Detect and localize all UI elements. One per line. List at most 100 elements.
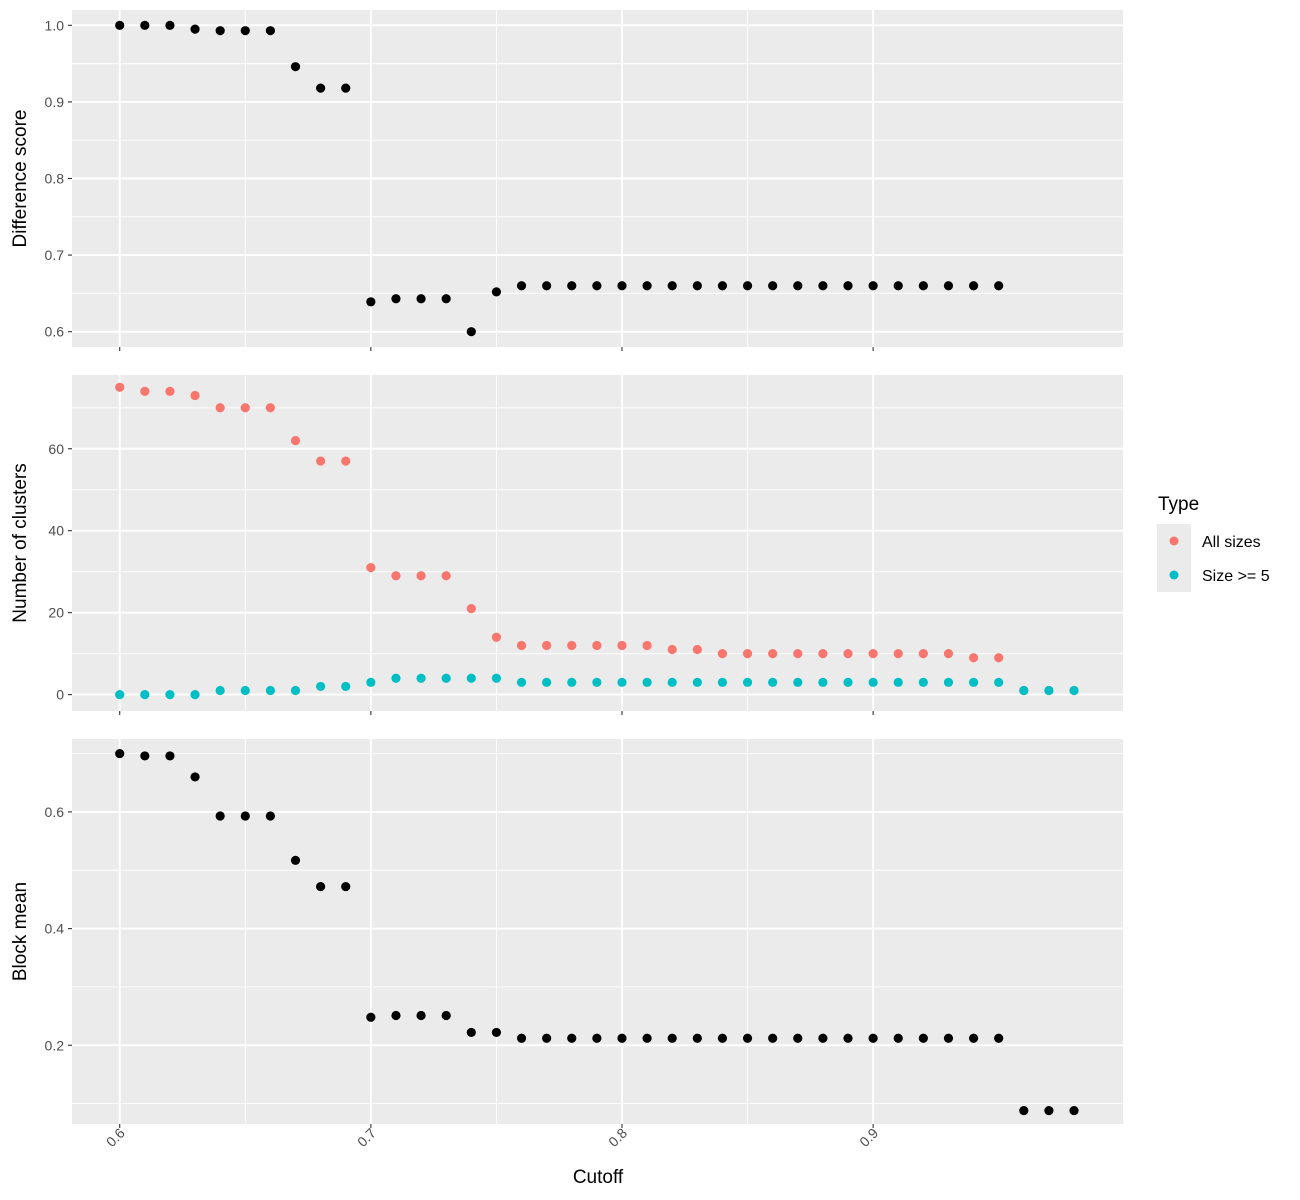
data-point <box>391 673 401 683</box>
data-point <box>240 26 250 36</box>
data-point <box>516 677 527 687</box>
data-point <box>868 1033 878 1043</box>
data-point <box>843 281 853 291</box>
y-tick-label: 40 <box>48 523 64 539</box>
data-point <box>316 456 326 466</box>
data-point <box>165 751 175 761</box>
data-point <box>868 649 878 659</box>
data-point <box>818 281 828 291</box>
y-axis-title: Difference score <box>10 110 31 248</box>
data-point <box>742 649 753 659</box>
data-point <box>918 1033 928 1043</box>
data-point <box>140 386 150 396</box>
data-point <box>567 281 577 291</box>
data-point <box>918 649 928 659</box>
data-point <box>165 386 175 396</box>
data-point <box>793 281 803 291</box>
data-point <box>1044 685 1054 696</box>
data-point <box>994 281 1004 291</box>
data-point <box>115 748 125 759</box>
data-point <box>1019 1105 1029 1116</box>
data-point <box>491 287 502 297</box>
legend-dot-size-5 <box>1169 570 1179 580</box>
data-point <box>943 677 954 687</box>
data-point <box>215 811 225 821</box>
data-point <box>1069 685 1079 696</box>
data-point <box>115 382 125 392</box>
panel-3: 0.2 0.4 0.6 Block mean <box>10 739 1123 1128</box>
data-point <box>416 1010 426 1021</box>
data-point <box>466 603 476 614</box>
data-point <box>968 653 979 663</box>
data-point <box>768 1033 778 1043</box>
data-point <box>742 677 753 687</box>
data-point <box>592 640 602 651</box>
data-point <box>190 690 200 700</box>
panels-layer: 0.6 0.7 0.8 0.9 1.0 Difference score 0 20 40 60 Nu… <box>10 10 1123 1150</box>
legend-title: Type <box>1158 494 1199 515</box>
data-point <box>742 281 753 291</box>
data-point <box>893 281 903 291</box>
y-tick-label: 0 <box>56 687 64 703</box>
data-point <box>742 1033 753 1043</box>
x-tick-label: 0.7 <box>354 1125 379 1150</box>
data-point <box>391 294 401 304</box>
y-axis-title: Block mean <box>10 882 31 981</box>
data-point <box>466 1027 476 1038</box>
data-point <box>717 281 728 291</box>
data-point <box>893 677 903 687</box>
series-values <box>115 748 1079 1116</box>
data-point <box>642 281 652 291</box>
data-point <box>341 681 351 692</box>
data-point <box>667 677 677 687</box>
data-point <box>466 673 476 683</box>
data-point <box>994 677 1004 687</box>
data-point <box>868 677 878 687</box>
x-tick-label: 0.6 <box>103 1125 128 1150</box>
data-point <box>416 673 426 683</box>
series-all-sizes <box>115 382 1079 696</box>
data-point <box>366 297 376 307</box>
data-point <box>542 677 552 687</box>
data-point <box>642 640 652 651</box>
y-tick-label: 0.7 <box>45 247 65 263</box>
data-point <box>265 685 275 696</box>
y-tick-label: 0.9 <box>45 94 65 110</box>
data-point <box>542 281 552 291</box>
data-point <box>140 690 150 700</box>
data-point <box>617 1033 627 1043</box>
x-tick-label: 0.9 <box>856 1125 881 1150</box>
data-point <box>290 62 301 72</box>
series-values <box>115 20 1004 337</box>
data-point <box>567 640 577 651</box>
data-point <box>692 677 702 687</box>
y-tick-label: 60 <box>48 441 64 457</box>
data-point <box>542 640 552 651</box>
x-axis-title: Cutoff <box>573 1167 624 1188</box>
data-point <box>717 1033 728 1043</box>
data-point <box>592 281 602 291</box>
data-point <box>768 281 778 291</box>
data-point <box>843 677 853 687</box>
data-point <box>617 677 627 687</box>
data-point <box>215 685 225 696</box>
data-point <box>1019 685 1029 696</box>
data-point <box>240 811 250 821</box>
legend-label-all-sizes: All sizes <box>1202 534 1261 551</box>
y-tick-label: 1.0 <box>45 17 65 33</box>
data-point <box>617 281 627 291</box>
data-point <box>793 677 803 687</box>
data-point <box>516 281 527 291</box>
data-point <box>793 649 803 659</box>
data-point <box>190 24 200 34</box>
y-tick-label: 20 <box>48 605 64 621</box>
data-point <box>968 677 979 687</box>
data-point <box>642 677 652 687</box>
data-point <box>491 673 502 683</box>
data-point <box>516 640 527 651</box>
data-point <box>165 20 175 30</box>
data-point <box>667 281 677 291</box>
data-point <box>391 1010 401 1021</box>
data-point <box>441 294 451 304</box>
